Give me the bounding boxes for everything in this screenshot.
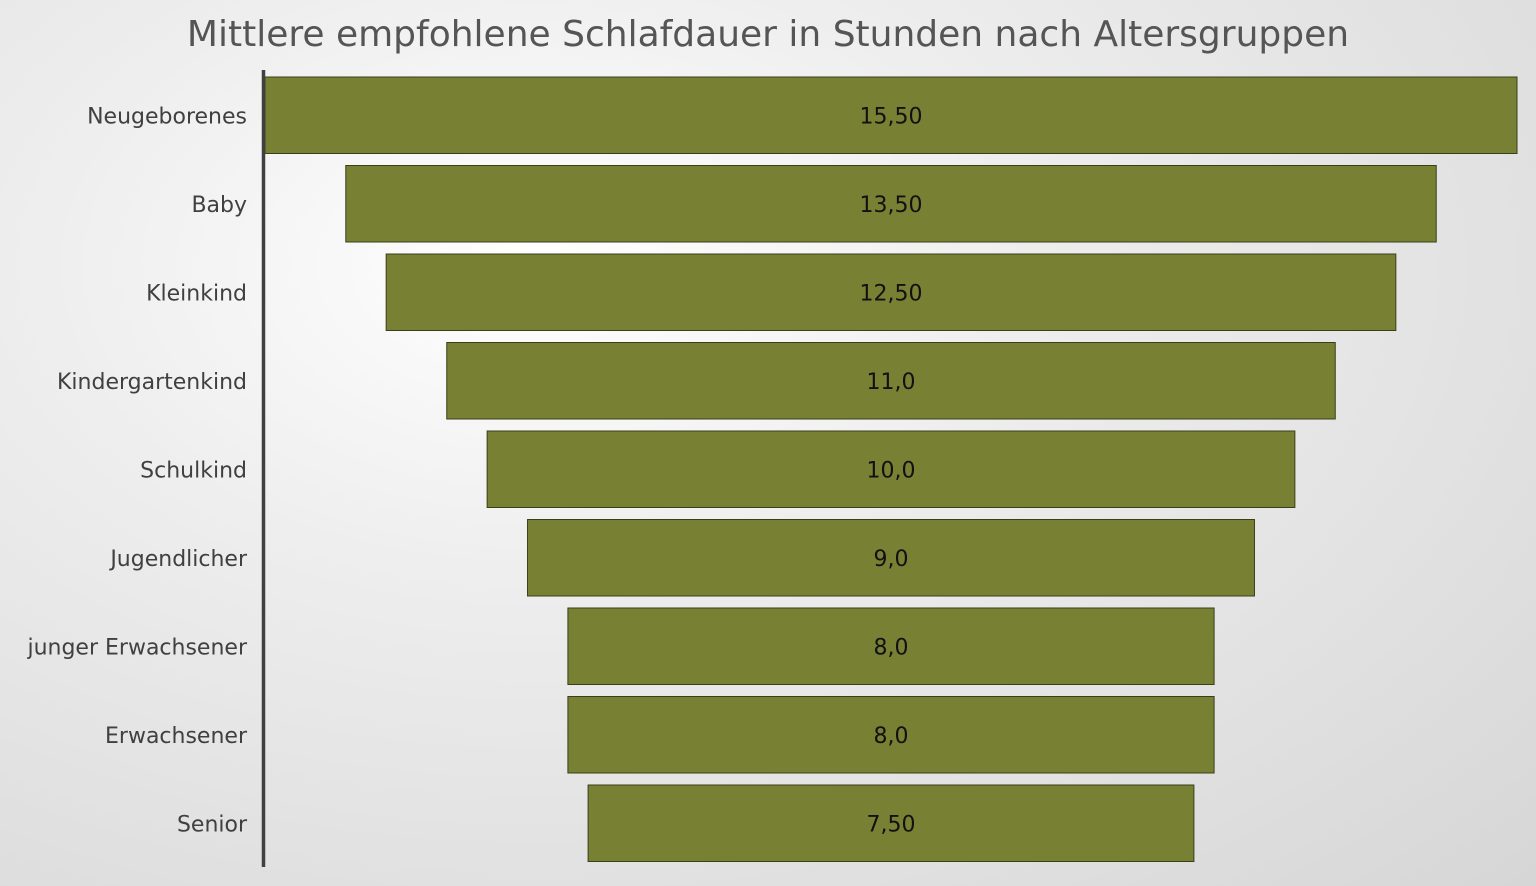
category-label: Kleinkind — [146, 281, 247, 306]
funnel-bar — [567, 607, 1215, 685]
funnel-bar — [385, 253, 1397, 331]
funnel-bar — [486, 430, 1296, 508]
category-label: Senior — [177, 812, 248, 837]
chart-title: Mittlere empfohlene Schlafdauer in Stund… — [186, 14, 1350, 55]
category-label: Baby — [191, 193, 247, 218]
category-label: Jugendlicher — [108, 547, 248, 572]
category-label: Schulkind — [140, 458, 247, 483]
data-label: 10,0 — [867, 458, 916, 483]
category-label: Neugeborenes — [87, 104, 247, 129]
data-label: 12,50 — [860, 281, 923, 306]
funnel-bar — [345, 165, 1437, 243]
data-label: 8,0 — [874, 635, 909, 660]
data-label: 13,50 — [860, 193, 923, 218]
data-label: 8,0 — [874, 724, 909, 749]
funnel-bar — [567, 696, 1215, 774]
data-label: 11,0 — [867, 370, 916, 395]
funnel-bar — [446, 342, 1336, 420]
funnel-bar — [264, 76, 1518, 154]
data-label: 15,50 — [860, 104, 923, 129]
funnel-bar — [527, 519, 1255, 597]
category-label: Erwachsener — [105, 724, 248, 749]
funnel-bar — [587, 784, 1195, 862]
data-label: 7,50 — [867, 812, 916, 837]
data-label: 9,0 — [874, 547, 909, 572]
category-label: junger Erwachsener — [26, 635, 247, 660]
category-label: Kindergartenkind — [57, 370, 247, 395]
